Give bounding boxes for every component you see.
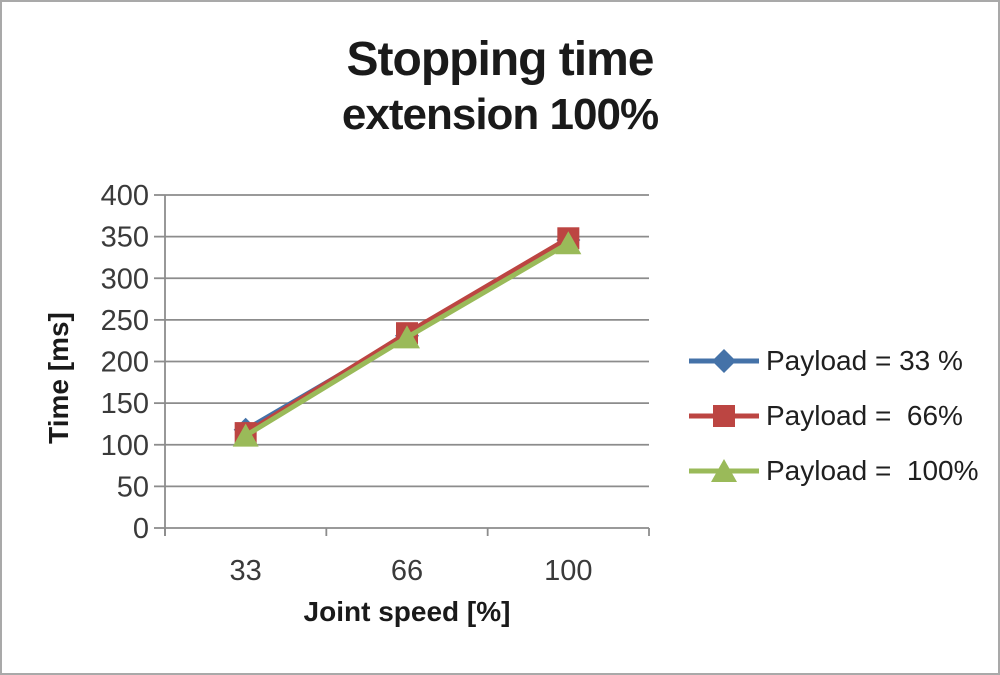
legend-entry: Payload = 33 %: [688, 345, 979, 376]
y-tick-label: 400: [101, 180, 149, 212]
legend-marker-square-icon: [713, 405, 735, 427]
legend-label: Payload = 66%: [766, 400, 963, 431]
legend: Payload = 33 % Payload = 66% Payload = 100…: [688, 345, 979, 511]
data-point-triangle: [394, 325, 420, 349]
x-tick-label: 100: [544, 555, 592, 587]
data-point-triangle: [232, 423, 259, 447]
legend-label: Payload = 100%: [766, 455, 979, 486]
y-tick-label: 350: [101, 222, 149, 254]
chart-title: Stopping time: [346, 33, 655, 86]
legend-marker-diamond-icon: [712, 349, 736, 373]
y-tick-label: 0: [133, 513, 149, 545]
legend-label: Payload = 33 %: [766, 345, 963, 376]
data-point-triangle: [555, 231, 582, 255]
legend-marker-triangle-icon: [711, 459, 737, 482]
y-axis-title: Time [ms]: [43, 312, 74, 444]
chart-subtitle: extension 100%: [341, 90, 659, 139]
x-tick-label: 33: [230, 555, 262, 587]
y-tick-label: 250: [101, 305, 149, 337]
legend-swatch-square-icon: [689, 405, 759, 427]
y-tick-label: 100: [101, 430, 149, 462]
legend-swatch-diamond-icon: [689, 349, 759, 373]
y-tick-label: 50: [117, 471, 149, 503]
y-tick-label: 200: [101, 347, 149, 379]
legend-entry: Payload = 100%: [688, 455, 979, 486]
y-tick-label: 150: [101, 388, 149, 420]
legend-swatch-triangle-icon: [689, 459, 759, 482]
x-tick-label: 66: [391, 555, 423, 587]
y-tick-label: 300: [101, 263, 149, 295]
legend-entry: Payload = 66%: [688, 400, 979, 431]
x-axis-title: Joint speed [%]: [303, 596, 511, 627]
